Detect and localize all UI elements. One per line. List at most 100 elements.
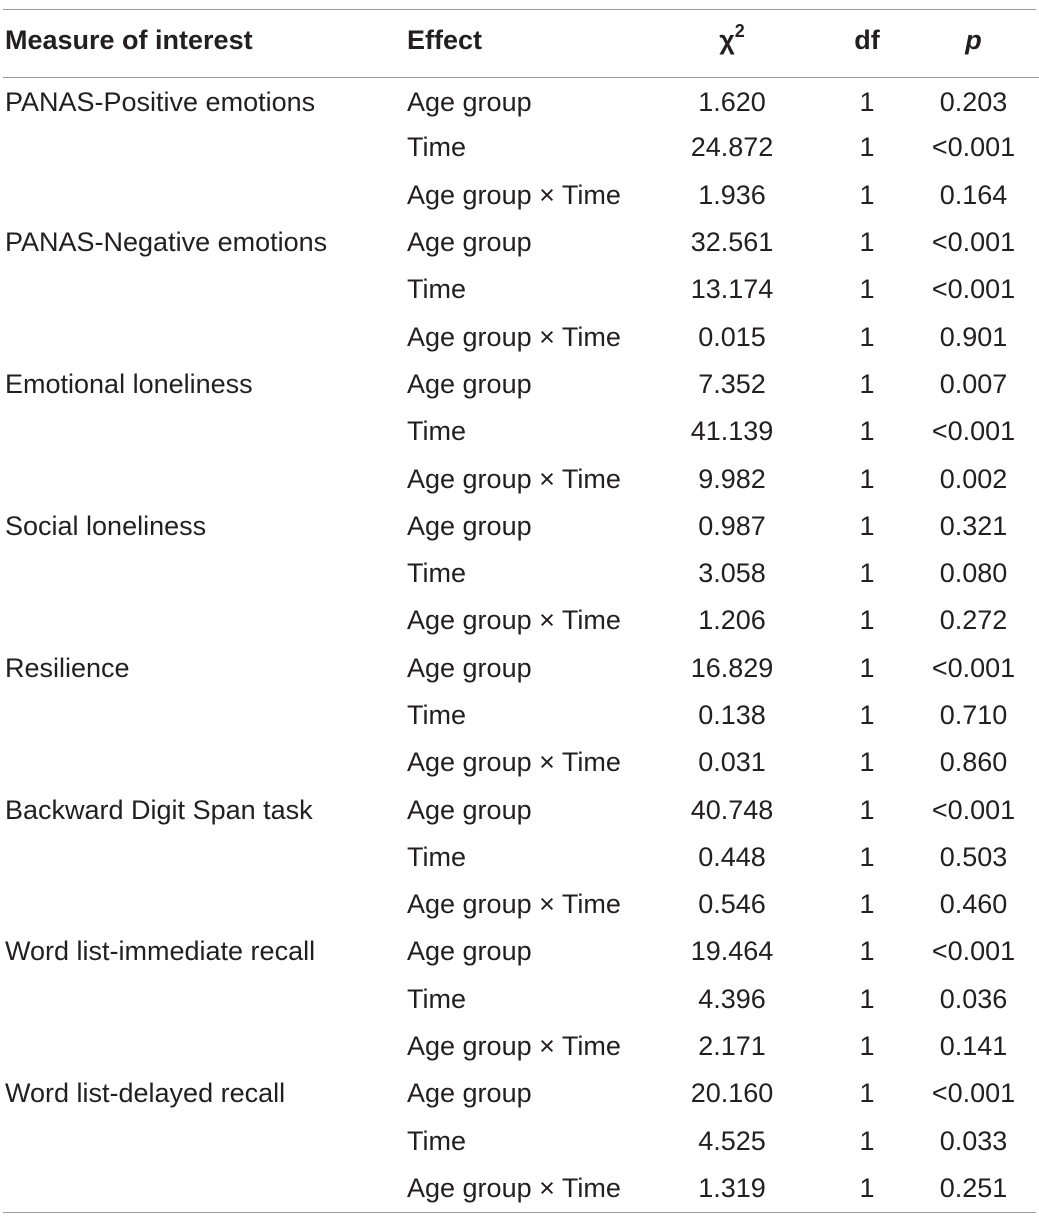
cell-chi-square: 1.319 [698,1172,766,1203]
cell-effect: Age group [407,936,532,967]
cell-chi-square: 16.829 [690,652,774,683]
cell-df: 1 [859,652,875,683]
cell-measure [3,597,405,644]
cell-effect: Age group [407,368,532,399]
table-row: Age group × Time 1.319 1 0.251 [3,1165,1039,1212]
cell-df: 1 [859,983,875,1014]
cell-df: 1 [859,132,875,163]
cell-effect: Age group × Time [407,463,621,494]
cell-df: 1 [859,321,875,352]
cell-chi-square: 19.464 [690,936,774,967]
cell-measure: Resilience [5,652,130,683]
cell-p: <0.001 [931,274,1016,305]
cell-effect: Age group [407,86,532,117]
cell-effect: Age group [407,652,532,683]
cell-measure [3,1023,405,1070]
table-row: Time 24.872 1 <0.001 [3,124,1039,171]
cell-chi-square: 0.138 [698,700,766,730]
cell-measure [3,408,405,455]
cell-p: 0.251 [939,1172,1008,1203]
table-row: Backward Digit Span task Age group 40.748 1… [3,786,1039,833]
cell-measure: Word list-immediate recall [5,936,316,967]
results-table: Measure of interest Effect χ2 df p PANAS… [3,5,1039,1212]
cell-chi-square: 0.031 [698,747,766,778]
cell-measure [3,124,405,171]
cell-effect: Age group [407,227,532,258]
table-row: Time 13.174 1 <0.001 [3,266,1039,313]
cell-p: <0.001 [931,227,1016,258]
cell-df: 1 [859,86,875,117]
cell-df: 1 [859,936,875,967]
cell-measure [3,1118,405,1165]
header-effect: Effect [407,25,483,56]
cell-chi-square: 4.396 [698,983,766,1014]
cell-p: <0.001 [931,794,1016,825]
cell-chi-square: 13.174 [690,274,774,305]
cell-measure [3,313,405,360]
cell-p: 0.002 [939,463,1008,494]
cell-df: 1 [859,1125,875,1156]
cell-measure: Backward Digit Span task [5,794,313,825]
cell-chi-square: 20.160 [690,1078,774,1109]
cell-effect: Age group × Time [407,605,621,636]
cell-p: 0.272 [939,605,1008,636]
cell-effect: Age group × Time [407,179,621,210]
cell-chi-square: 24.872 [690,132,774,163]
cell-chi-square: 2.171 [698,1031,766,1062]
cell-chi-square: 40.748 [690,794,774,825]
cell-measure: Emotional loneliness [5,368,253,399]
cell-df: 1 [859,558,875,589]
cell-effect: Age group × Time [407,1031,621,1062]
table-row: Age group × Time 9.982 1 0.002 [3,455,1039,502]
cell-measure [3,692,405,739]
cell-p: 0.860 [939,747,1008,778]
cell-chi-square: 0.015 [698,321,766,352]
cell-measure [3,455,405,502]
table-row: Age group × Time 2.171 1 0.141 [3,1023,1039,1070]
cell-df: 1 [859,1031,875,1062]
cell-chi-square: 7.352 [698,368,766,399]
cell-df: 1 [859,841,875,872]
cell-chi-square: 3.058 [698,558,766,589]
table-top-rule [3,9,1036,10]
cell-measure: PANAS-Positive emotions [5,86,316,117]
cell-df: 1 [859,700,875,730]
cell-effect: Time [407,983,466,1014]
table-row: Age group × Time 1.206 1 0.272 [3,597,1039,644]
cell-df: 1 [859,463,875,494]
header-chi-superscript: 2 [734,21,745,42]
cell-df: 1 [859,605,875,636]
table-row: Time 0.138 1 0.710 [3,692,1039,739]
cell-measure [3,834,405,881]
cell-df: 1 [859,1172,875,1203]
header-chi-symbol: χ [719,25,735,56]
cell-measure: Social loneliness [5,510,207,541]
cell-effect: Age group [407,510,532,541]
table-row: Age group × Time 1.936 1 0.164 [3,172,1039,219]
table-row: Resilience Age group 16.829 1 <0.001 [3,645,1039,692]
cell-effect: Time [407,841,466,872]
cell-chi-square: 0.448 [698,841,766,872]
cell-effect: Age group [407,794,532,825]
cell-effect: Time [407,416,466,447]
cell-chi-square: 41.139 [690,416,774,447]
table-row: Word list-immediate recall Age group 19.46… [3,928,1039,975]
cell-df: 1 [859,889,875,920]
cell-measure [3,1165,405,1212]
header-measure: Measure of interest [5,25,253,56]
cell-p: <0.001 [931,132,1016,163]
header-chi-square: χ2 [637,5,827,77]
cell-p: 0.710 [939,700,1008,730]
table-row: Age group × Time 0.546 1 0.460 [3,881,1039,928]
table-row: Age group × Time 0.031 1 0.860 [3,739,1039,786]
table-row: Time 4.396 1 0.036 [3,976,1039,1023]
header-p: p [965,25,982,56]
cell-effect: Time [407,274,466,305]
cell-chi-square: 4.525 [698,1125,766,1156]
cell-df: 1 [859,416,875,447]
cell-chi-square: 0.987 [698,510,766,541]
cell-measure: Word list-delayed recall [5,1078,286,1109]
cell-effect: Age group × Time [407,321,621,352]
cell-p: 0.901 [939,321,1008,352]
cell-measure [3,739,405,786]
